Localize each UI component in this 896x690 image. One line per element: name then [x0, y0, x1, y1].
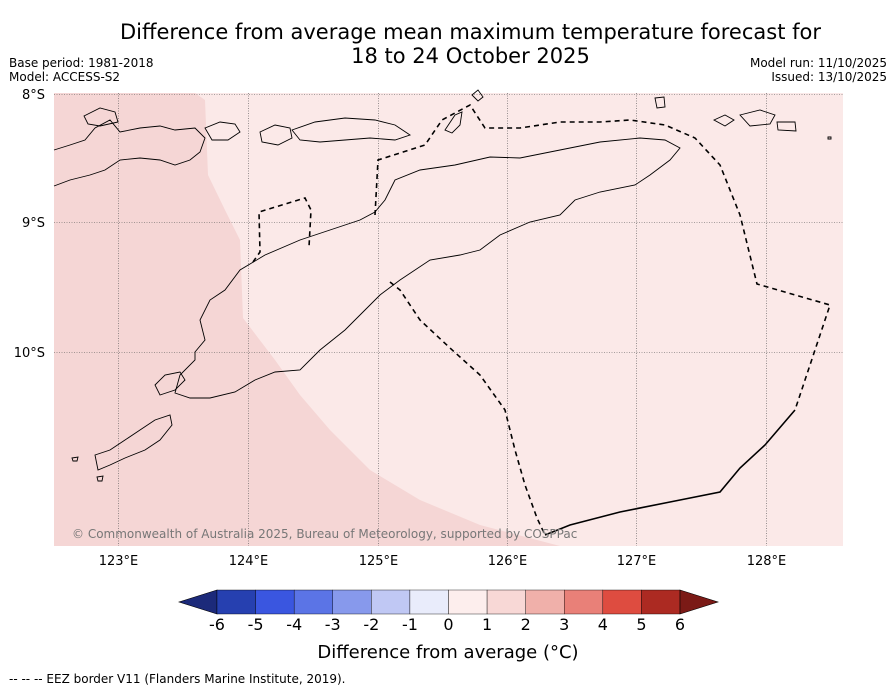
colorbar-segment: [641, 589, 681, 615]
eez-border: [252, 103, 832, 536]
islet-coast: [827, 136, 832, 140]
colorbar-segment: [409, 589, 449, 615]
lon-label-128e: 128°E: [747, 554, 787, 569]
colorbar-tick-label: -4: [286, 615, 302, 634]
colorbar-tick-label: 4: [598, 615, 608, 634]
model-name: Model: ACCESS-S2: [9, 70, 121, 84]
colorbar-tick-label: 5: [636, 615, 646, 634]
semau-island-coast: [154, 371, 186, 396]
colorbar-extend-high: [679, 589, 719, 615]
model-run: Model run: 11/10/2025: [749, 56, 887, 70]
anomaly-region-west: [54, 93, 560, 546]
colorbar-segment: [371, 589, 411, 615]
islet-coast: [654, 96, 666, 109]
colorbar-segment: [255, 589, 295, 615]
colorbar-segment: [293, 589, 333, 615]
lon-label-127e: 127°E: [617, 554, 657, 569]
colorbar-tick-label: 6: [675, 615, 685, 634]
islet-coast: [96, 475, 104, 482]
footer-eez-note: -- -- -- EEZ border V11 (Flanders Marine…: [9, 672, 346, 686]
colorbar-tick-label: -2: [363, 615, 379, 634]
colorbar-tick-label: -6: [209, 615, 225, 634]
wetar-coast: [291, 117, 412, 143]
lon-label-125e: 125°E: [359, 554, 399, 569]
base-period: Base period: 1981-2018: [9, 56, 154, 70]
islet-coast: [71, 456, 79, 462]
colorbar-segment: [525, 589, 565, 615]
island-coast: [83, 107, 119, 127]
flores-coast: [53, 119, 206, 187]
colorbar-segment: [486, 589, 526, 615]
metadata-right: Model run: 11/10/2025 Issued: 13/10/2025: [750, 56, 887, 84]
graticule: [54, 93, 843, 546]
eez-border-solid: [544, 409, 796, 536]
lat-label-10s: 10°S: [14, 346, 45, 361]
rote-island-coast: [94, 414, 173, 471]
colorbar: -6 -5 -4 -3 -2 -1 0 1 2 3 4 5 6: [178, 589, 719, 634]
babar-coast: [712, 114, 735, 127]
eez-border-north: [374, 103, 832, 411]
title-line-2: 18 to 24 October 2025: [351, 44, 590, 68]
issued-date: Issued: 13/10/2025: [771, 70, 887, 84]
islet-coast: [471, 89, 484, 102]
colorbar-tick-label: 0: [443, 615, 453, 634]
alor-east-coast: [259, 124, 293, 146]
coastlines: [53, 89, 832, 482]
copyright-text: © Commonwealth of Australia 2025, Bureau…: [72, 527, 577, 541]
lon-label-124e: 124°E: [229, 554, 269, 569]
islet-coast: [739, 109, 776, 127]
colorbar-tick-label: 2: [521, 615, 531, 634]
lat-label-9s: 9°S: [22, 216, 45, 231]
colorbar-tick-label: -3: [325, 615, 341, 634]
colorbar-segment: [448, 589, 488, 615]
colorbar-title: Difference from average (°C): [317, 642, 579, 663]
colorbar-tick-label: 1: [482, 615, 492, 634]
colorbar-segment: [216, 589, 256, 615]
colorbar-tick-label: -5: [248, 615, 264, 634]
eez-border-oecusse: [252, 197, 312, 263]
lon-label-123e: 123°E: [99, 554, 139, 569]
colorbar-tick-label: 3: [559, 615, 569, 634]
lat-label-8s: 8°S: [22, 88, 45, 103]
lon-label-126e: 126°E: [488, 554, 528, 569]
colorbar-segment: [602, 589, 642, 615]
colorbar-extend-low: [178, 589, 218, 615]
timor-island-coast: [174, 137, 681, 399]
eez-border-south: [389, 281, 546, 536]
metadata-left: Base period: 1981-2018 Model: ACCESS-S2: [9, 56, 154, 84]
chart-title: Difference from average mean maximum tem…: [0, 20, 896, 68]
atauro-coast: [444, 111, 463, 134]
colorbar-tick-label: -1: [402, 615, 418, 634]
alor-coast: [204, 121, 241, 141]
colorbar-segment: [564, 589, 604, 615]
islet-coast: [776, 121, 797, 132]
colorbar-segment: [332, 589, 372, 615]
title-line-1: Difference from average mean maximum tem…: [120, 20, 821, 44]
